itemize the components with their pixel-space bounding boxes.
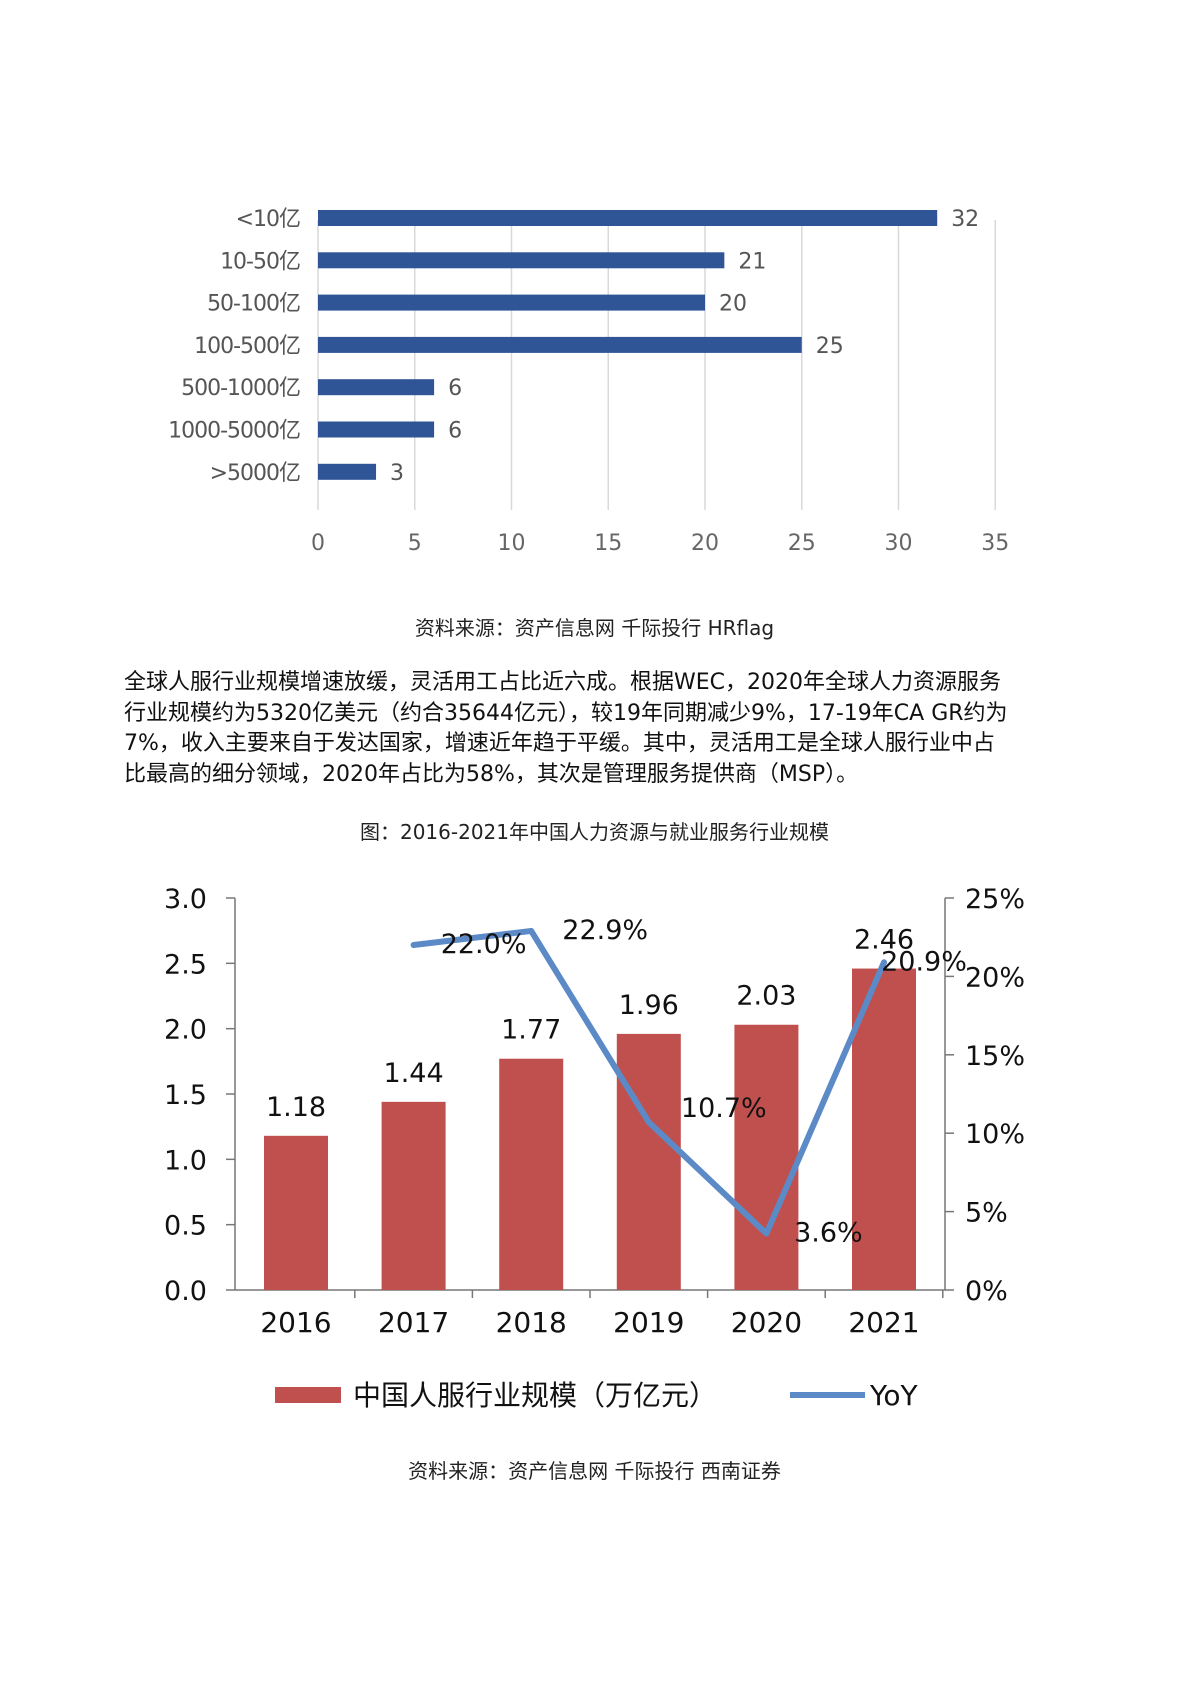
x-tick-label: 20	[691, 531, 719, 556]
data-label: 20	[719, 292, 747, 317]
left-tick-label: 2.0	[164, 1015, 207, 1046]
category-label: 500-1000亿	[181, 376, 300, 401]
left-tick-label: 2.5	[164, 949, 207, 980]
left-tick-label: 0.5	[164, 1211, 207, 1242]
yoy-data-label: 22.0%	[441, 929, 527, 960]
paragraph-line: 比最高的细分领域，2020年占比为58%，其次是管理服务提供商（MSP）。	[124, 761, 859, 787]
category-label: 10-50亿	[220, 249, 300, 274]
bar-data-label: 1.96	[619, 990, 679, 1021]
category-label: 50-100亿	[207, 292, 300, 317]
enterprise-size-bar-chart: 0 5 10 15 20 25 30 35 <10亿 32 10-50亿 21 50-100亿 20 100…	[168, 207, 1009, 556]
right-tick-label: 20%	[965, 962, 1025, 993]
data-label: 32	[951, 207, 979, 232]
x-tick-label: 2017	[378, 1306, 449, 1339]
x-tick-label: 2020	[731, 1306, 802, 1339]
bar	[852, 968, 916, 1290]
paragraph-line: 行业规模约为5320亿美元（约合35644亿元），较19年同期减少9%，17-1…	[124, 700, 1008, 726]
bar-data-label: 1.44	[384, 1058, 444, 1089]
bar	[318, 210, 938, 226]
x-tick-label: 5	[408, 531, 422, 556]
bar	[318, 294, 705, 311]
right-tick-label: 0%	[965, 1276, 1008, 1307]
data-label: 6	[448, 419, 462, 444]
paragraph-line: 全球人服行业规模增速放缓，灵活用工占比近六成。根据WEC，2020年全球人力资源…	[124, 670, 1002, 695]
right-tick-label: 15%	[965, 1041, 1025, 1072]
yoy-data-label: 3.6%	[794, 1218, 863, 1249]
china-hr-industry-scale-chart: 0.0 0.5 1.0 1.5 2.0 2.5 3.0 0% 5% 10% 15% 20% 25% 1.1…	[164, 884, 1025, 1412]
x-tick-label: 10	[498, 531, 526, 556]
data-label: 21	[738, 249, 766, 274]
paragraph-line: 7%，收入主要来自于发达国家，增速近年趋于平缓。其中，灵活用工是全球人服行业中占	[124, 731, 995, 756]
chart2-source-caption: 资料来源：资产信息网 千际投行 西南证券	[408, 1459, 781, 1483]
yoy-data-label: 20.9%	[881, 946, 967, 977]
bar	[734, 1024, 799, 1290]
yoy-data-label: 10.7%	[681, 1093, 767, 1124]
bar	[318, 252, 725, 269]
bar-data-label: 2.46	[854, 925, 914, 956]
data-label: 25	[816, 334, 844, 359]
legend-bar-label: 中国人服行业规模（万亿元）	[353, 1379, 717, 1412]
x-tick-label: 2019	[613, 1306, 684, 1339]
bar	[499, 1058, 564, 1290]
data-label: 6	[448, 376, 462, 401]
bar	[318, 336, 802, 353]
chart1-source-caption: 资料来源：资产信息网 千际投行 HRflag	[414, 616, 775, 640]
left-tick-label: 1.0	[164, 1145, 207, 1176]
bar	[616, 1033, 681, 1290]
x-tick-label: 2016	[260, 1306, 331, 1339]
legend-bar-swatch	[275, 1387, 341, 1403]
x-tick-label: 2021	[848, 1306, 919, 1339]
category-label: >5000亿	[210, 461, 300, 486]
x-tick-label: 25	[788, 531, 816, 556]
bar	[318, 463, 377, 480]
left-tick-label: 0.0	[164, 1276, 207, 1307]
legend-line-label: YoY	[869, 1379, 919, 1412]
bar	[318, 379, 435, 396]
category-label: <10亿	[236, 207, 300, 232]
bar-data-label: 1.77	[501, 1015, 561, 1046]
bar	[318, 421, 435, 438]
bar-data-label: 1.18	[266, 1092, 326, 1123]
bar	[381, 1101, 446, 1290]
right-tick-label: 10%	[965, 1119, 1025, 1150]
left-tick-label: 1.5	[164, 1080, 207, 1111]
category-label: 100-500亿	[194, 334, 300, 359]
right-tick-label: 5%	[965, 1198, 1008, 1229]
yoy-data-label: 22.9%	[562, 915, 648, 946]
x-tick-label: 2018	[496, 1306, 567, 1339]
category-label: 1000-5000亿	[168, 419, 300, 444]
figure2-title: 图：2016-2021年中国人力资源与就业服务行业规模	[359, 820, 829, 844]
bar	[264, 1135, 328, 1290]
left-tick-label: 3.0	[164, 884, 207, 915]
data-label: 3	[390, 461, 404, 486]
right-tick-label: 25%	[965, 884, 1025, 915]
x-tick-label: 0	[311, 531, 325, 556]
bar-data-label: 2.03	[736, 981, 796, 1012]
x-tick-label: 35	[981, 531, 1009, 556]
body-paragraph: 全球人服行业规模增速放缓，灵活用工占比近六成。根据WEC，2020年全球人力资源…	[124, 668, 1084, 790]
x-tick-label: 30	[885, 531, 913, 556]
x-tick-label: 15	[594, 531, 622, 556]
yoy-line	[410, 927, 887, 1237]
